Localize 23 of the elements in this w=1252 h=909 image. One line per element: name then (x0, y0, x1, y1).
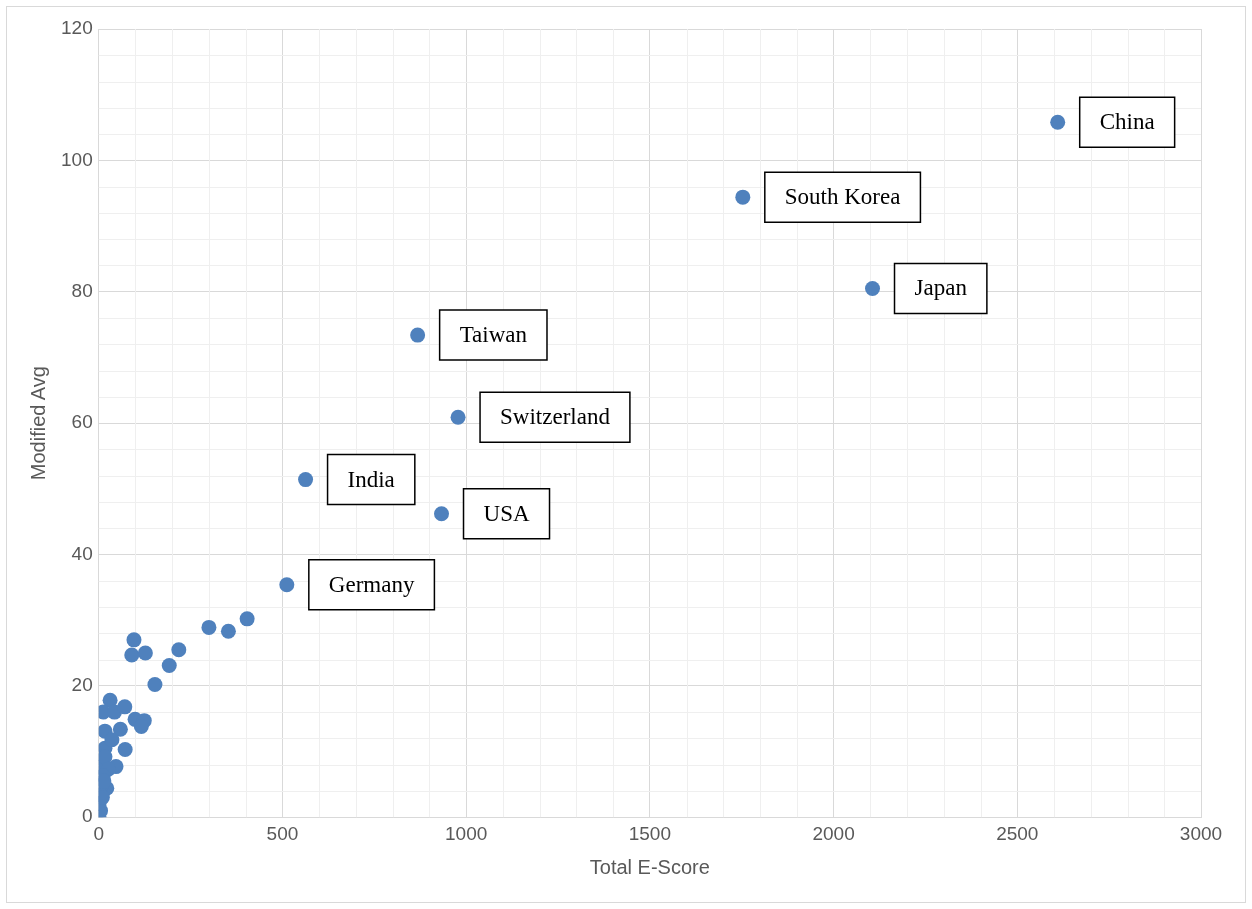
y-tick-label: 100 (61, 148, 93, 170)
y-tick-label: 40 (71, 542, 93, 564)
annotation: South Korea (784, 184, 901, 210)
x-tick-label: 1500 (628, 822, 671, 844)
annotation: USA (483, 500, 530, 526)
annotation: China (1099, 109, 1155, 135)
y-tick-label: 120 (61, 17, 93, 39)
x-tick-label: 1000 (444, 822, 488, 844)
y-tick-label: 0 (82, 805, 93, 827)
y-axis-title: Modified Avg (26, 366, 49, 481)
annotation: Japan (914, 275, 968, 301)
x-tick-label: 3000 (1179, 822, 1223, 844)
annotation: India (347, 466, 395, 492)
annotation: Taiwan (459, 322, 528, 348)
x-tick-label: 2500 (996, 822, 1039, 844)
x-tick-label: 2000 (812, 822, 855, 844)
y-tick-label: 80 (71, 279, 93, 301)
x-axis-title: Total E-Score (589, 855, 710, 878)
y-tick-label: 20 (71, 674, 93, 696)
annotation: Germany (328, 571, 415, 597)
annotation: Switzerland (500, 404, 611, 430)
x-tick-label: 500 (266, 822, 299, 844)
y-tick-label: 60 (71, 411, 93, 433)
